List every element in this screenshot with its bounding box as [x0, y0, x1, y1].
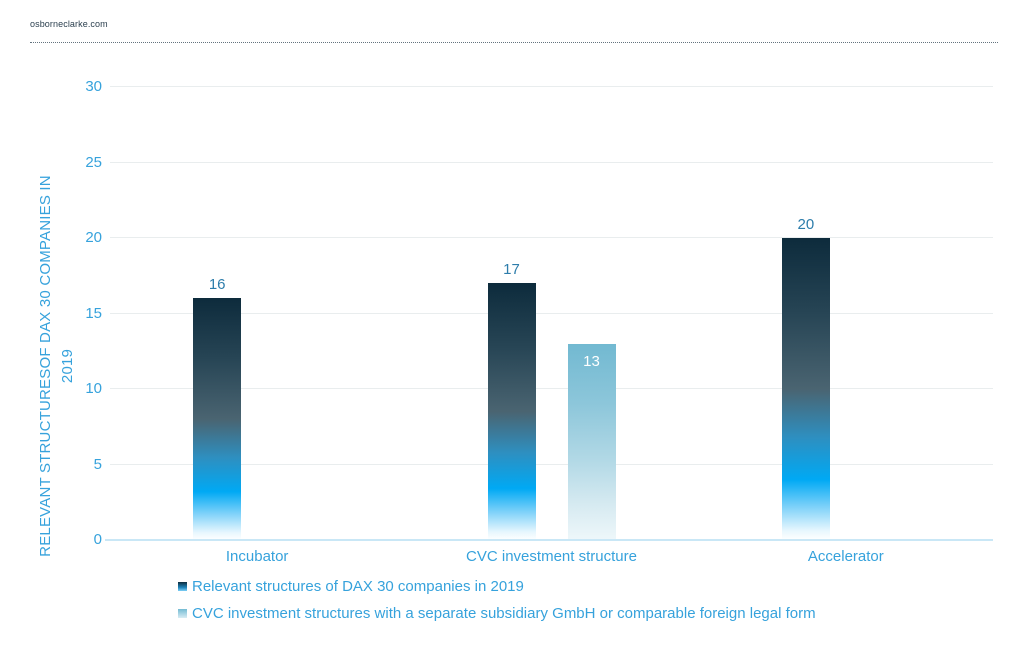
legend-label: CVC investment structures with a separat… — [192, 604, 816, 622]
y-tick-label-5: 5 — [93, 455, 102, 473]
bar-value-label: 17 — [503, 261, 520, 279]
bar-cvc-investment-structure-series2 — [567, 343, 616, 540]
legend-label: Relevant structures of DAX 30 companies … — [192, 577, 524, 595]
gridline-20 — [110, 237, 993, 238]
y-tick-label-30: 30 — [85, 78, 102, 95]
legend-item-2: CVC investment structures with a separat… — [178, 603, 816, 623]
bar-value-label: 16 — [208, 276, 226, 294]
bar-cvc-investment-structure-series1 — [487, 283, 536, 540]
legend-marker-icon — [178, 581, 187, 591]
legend-item-1: Relevant structures of DAX 30 companies … — [178, 576, 816, 596]
dotted-divider — [30, 42, 998, 43]
legend-marker-icon — [178, 608, 187, 618]
brand-url-text: osborneclarke.com — [30, 19, 108, 29]
y-tick-label-15: 15 — [85, 304, 102, 322]
legend: Relevant structures of DAX 30 companies … — [178, 576, 816, 630]
x-axis-line — [105, 539, 993, 541]
gridline-5 — [110, 463, 993, 465]
bar-value-label: 20 — [797, 216, 815, 233]
y-tick-label-25: 25 — [85, 153, 102, 171]
bar-incubator-series1 — [193, 298, 242, 540]
bar-accelerator-series1 — [781, 238, 830, 540]
category-label-cvc-investment-structure: CVC investment structure — [466, 548, 637, 565]
y-tick-label-10: 10 — [85, 380, 102, 397]
y-tick-label-0: 0 — [93, 531, 102, 548]
gridline-25 — [110, 161, 993, 163]
plot-area: 16 17 13 20 — [105, 86, 993, 541]
y-tick-label-20: 20 — [85, 229, 102, 246]
bar-value-label: 13 — [583, 352, 600, 370]
category-label-accelerator: Accelerator — [807, 548, 884, 565]
gridline-15 — [110, 312, 993, 314]
gridline-10 — [110, 388, 993, 389]
category-label-incubator: Incubator — [225, 548, 289, 565]
gridline-30 — [110, 86, 993, 87]
